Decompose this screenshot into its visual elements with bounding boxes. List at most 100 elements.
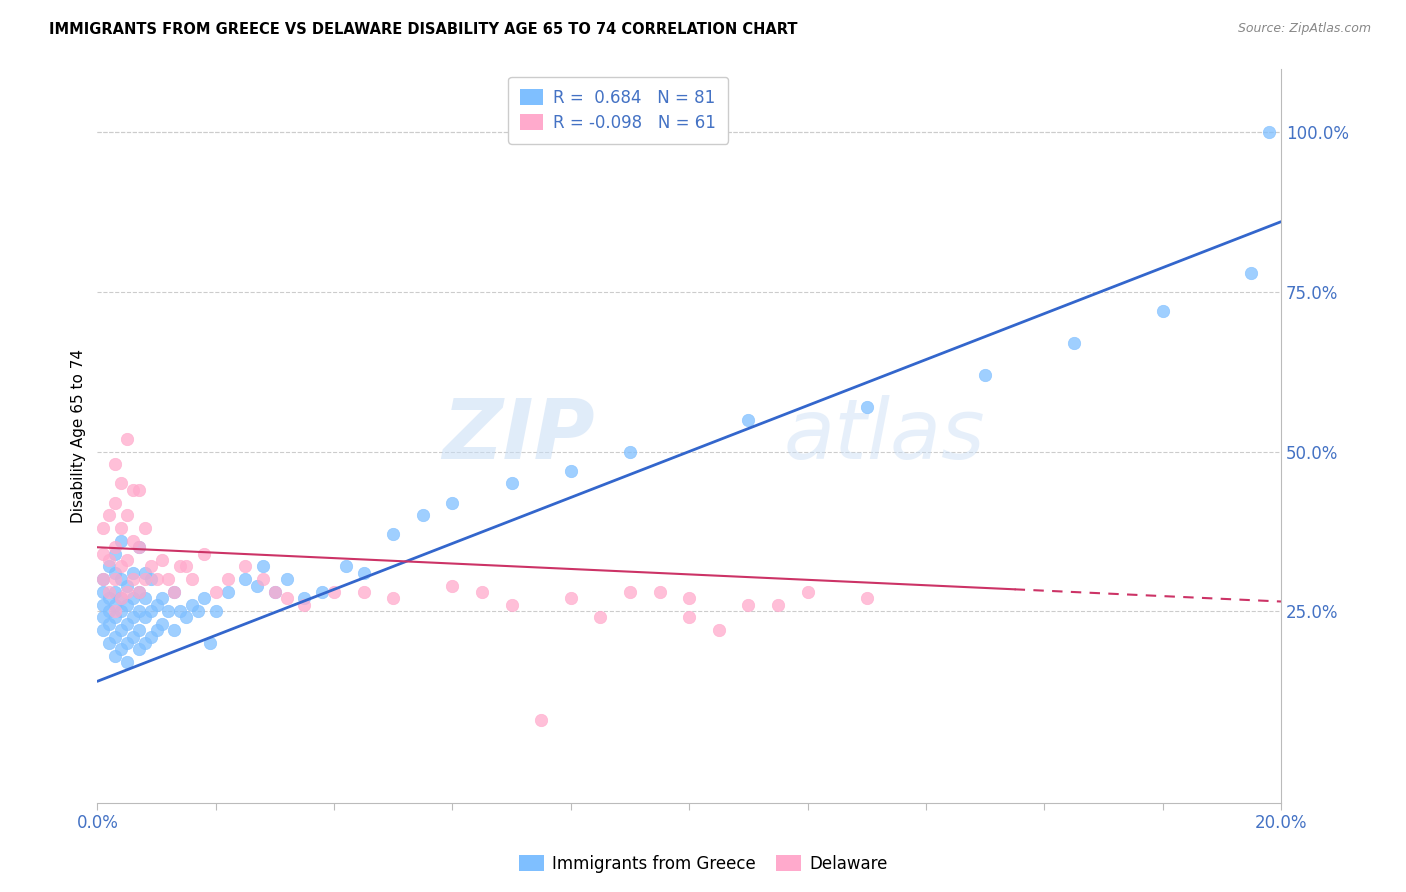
Point: [737, 598, 759, 612]
Text: atlas: atlas: [783, 395, 986, 476]
Legend: R =  0.684   N = 81, R = -0.098   N = 61: R = 0.684 N = 81, R = -0.098 N = 61: [509, 77, 728, 144]
Point: [181, 572, 204, 586]
Point: [121, 610, 143, 624]
Point: [128, 541, 150, 555]
Point: [471, 585, 494, 599]
Point: [276, 591, 298, 606]
Point: [855, 400, 877, 414]
Point: [678, 610, 700, 624]
Point: [294, 598, 316, 612]
Point: [121, 630, 143, 644]
Point: [110, 604, 132, 618]
Legend: Immigrants from Greece, Delaware: Immigrants from Greece, Delaware: [512, 848, 894, 880]
Point: [252, 559, 274, 574]
Point: [98, 559, 121, 574]
Point: [678, 591, 700, 606]
Point: [311, 585, 333, 599]
Point: [163, 585, 186, 599]
Text: ZIP: ZIP: [441, 395, 595, 476]
Point: [294, 591, 316, 606]
Point: [128, 604, 150, 618]
Point: [193, 591, 215, 606]
Point: [121, 566, 143, 580]
Point: [115, 553, 138, 567]
Point: [382, 527, 405, 541]
Point: [134, 591, 156, 606]
Point: [648, 585, 671, 599]
Point: [264, 585, 287, 599]
Point: [128, 585, 150, 599]
Point: [91, 521, 114, 535]
Point: [233, 572, 256, 586]
Point: [276, 572, 298, 586]
Point: [163, 585, 186, 599]
Point: [139, 559, 162, 574]
Point: [121, 572, 143, 586]
Point: [98, 591, 121, 606]
Point: [163, 624, 186, 638]
Point: [204, 604, 226, 618]
Point: [91, 547, 114, 561]
Point: [157, 604, 180, 618]
Point: [128, 483, 150, 497]
Point: [157, 572, 180, 586]
Point: [128, 585, 150, 599]
Point: [193, 547, 215, 561]
Point: [115, 578, 138, 592]
Point: [91, 572, 114, 586]
Point: [110, 572, 132, 586]
Point: [139, 604, 162, 618]
Point: [217, 585, 239, 599]
Point: [98, 508, 121, 523]
Point: [1240, 266, 1263, 280]
Point: [115, 585, 138, 599]
Point: [174, 610, 197, 624]
Point: [91, 572, 114, 586]
Point: [152, 553, 174, 567]
Point: [128, 541, 150, 555]
Point: [104, 604, 127, 618]
Point: [145, 572, 167, 586]
Point: [382, 591, 405, 606]
Point: [353, 585, 375, 599]
Point: [98, 604, 121, 618]
Point: [98, 553, 121, 567]
Point: [110, 533, 132, 548]
Text: Source: ZipAtlas.com: Source: ZipAtlas.com: [1237, 22, 1371, 36]
Point: [110, 642, 132, 657]
Point: [530, 713, 553, 727]
Point: [128, 624, 150, 638]
Point: [134, 521, 156, 535]
Point: [441, 495, 464, 509]
Point: [152, 591, 174, 606]
Point: [181, 598, 204, 612]
Point: [104, 598, 127, 612]
Point: [169, 559, 191, 574]
Point: [1258, 125, 1281, 139]
Point: [91, 585, 114, 599]
Point: [121, 533, 143, 548]
Point: [619, 585, 641, 599]
Point: [110, 521, 132, 535]
Point: [104, 610, 127, 624]
Point: [264, 585, 287, 599]
Point: [252, 572, 274, 586]
Point: [139, 572, 162, 586]
Point: [115, 655, 138, 669]
Point: [104, 648, 127, 663]
Point: [134, 610, 156, 624]
Point: [91, 598, 114, 612]
Point: [323, 585, 346, 599]
Point: [115, 636, 138, 650]
Point: [589, 610, 612, 624]
Point: [353, 566, 375, 580]
Point: [766, 598, 789, 612]
Text: IMMIGRANTS FROM GREECE VS DELAWARE DISABILITY AGE 65 TO 74 CORRELATION CHART: IMMIGRANTS FROM GREECE VS DELAWARE DISAB…: [49, 22, 797, 37]
Point: [110, 591, 132, 606]
Point: [98, 636, 121, 650]
Point: [796, 585, 818, 599]
Point: [115, 598, 138, 612]
Point: [501, 598, 523, 612]
Point: [560, 464, 582, 478]
Point: [134, 572, 156, 586]
